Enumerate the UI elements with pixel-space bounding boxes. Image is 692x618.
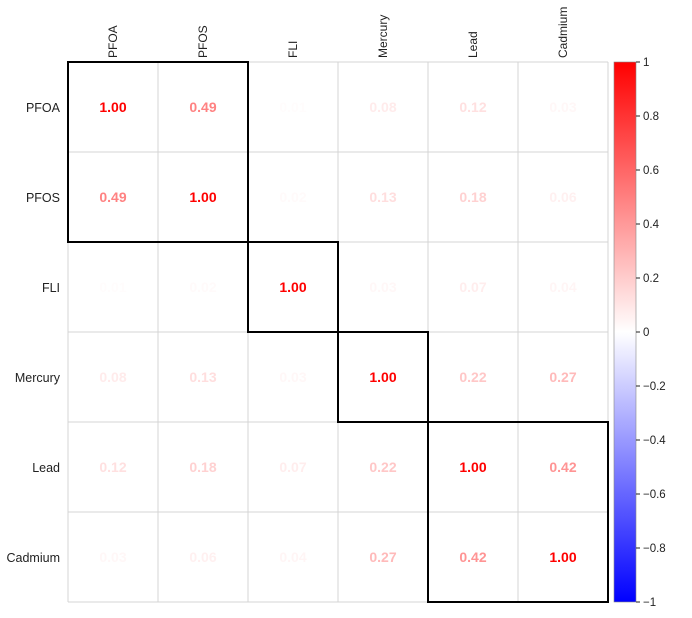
cell-value-cadmium-pfos: 0.06 [189, 549, 216, 565]
cell-value-lead-cadmium: 0.42 [549, 459, 576, 475]
cell-value-pfoa-pfoa: 1.00 [99, 99, 126, 115]
column-label-cadmium: Cadmium [556, 7, 570, 58]
colorbar-tick-label-1: 0.8 [643, 111, 659, 123]
cell-value-mercury-pfoa: 0.08 [99, 369, 126, 385]
colorbar-gradient [613, 61, 637, 603]
row-label-pfos: PFOS [26, 191, 60, 205]
row-label-lead: Lead [32, 461, 60, 475]
cell-value-pfos-fli: 0.02 [279, 189, 306, 205]
colorbar-tick-label-7: −0.4 [643, 435, 666, 447]
column-label-mercury: Mercury [376, 15, 390, 58]
cell-value-lead-fli: 0.07 [279, 459, 306, 475]
cluster-box-1 [67, 61, 249, 243]
column-label-lead: Lead [466, 31, 480, 58]
colorbar-tick-label-8: −0.6 [643, 489, 666, 501]
colorbar-tick-label-0: 1 [643, 57, 649, 69]
colorbar-tick-label-5: 0 [643, 327, 649, 339]
cell-value-pfoa-cadmium: 0.03 [549, 99, 576, 115]
cell-value-fli-pfoa: 0.01 [99, 279, 126, 295]
row-label-mercury: Mercury [15, 371, 61, 385]
cell-value-mercury-pfos: 0.13 [189, 369, 216, 385]
cell-value-pfos-mercury: 0.13 [369, 189, 396, 205]
column-labels: PFOA PFOS FLI Mercury Lead Cadmium [106, 7, 570, 58]
column-label-pfos: PFOS [196, 25, 210, 58]
cell-value-cadmium-lead: 0.42 [459, 549, 486, 565]
row-labels: PFOA PFOS FLI Mercury Lead Cadmium [7, 101, 61, 565]
cluster-box-3 [337, 331, 429, 423]
row-label-cadmium: Cadmium [7, 551, 61, 565]
row-label-fli: FLI [42, 281, 60, 295]
colorbar-tick-label-9: −0.8 [643, 543, 666, 555]
cell-value-fli-mercury: 0.03 [369, 279, 396, 295]
column-label-fli: FLI [286, 41, 300, 58]
cell-value-fli-lead: 0.07 [459, 279, 486, 295]
row-label-pfoa: PFOA [26, 101, 61, 115]
heatmap-cells: 1.00 0.49 0.01 0.08 0.12 0.03 0.49 1.00 0.02 0.13… [99, 99, 576, 565]
cell-value-cadmium-fli: 0.04 [279, 549, 306, 565]
cell-value-mercury-fli: 0.03 [279, 369, 306, 385]
cell-value-cadmium-pfoa: 0.03 [99, 549, 126, 565]
cell-value-fli-fli: 1.00 [279, 279, 306, 295]
colorbar-tick-label-6: −0.2 [643, 381, 666, 393]
cell-value-pfoa-pfos: 0.49 [189, 99, 216, 115]
cell-value-lead-pfoa: 0.12 [99, 459, 126, 475]
cell-value-mercury-cadmium: 0.27 [549, 369, 576, 385]
cell-value-pfoa-fli: 0.01 [279, 99, 306, 115]
colorbar-tick-label-3: 0.4 [643, 219, 660, 231]
cell-value-pfos-lead: 0.18 [459, 189, 486, 205]
cell-value-pfos-cadmium: 0.06 [549, 189, 576, 205]
colorbar-tick-label-10: −1 [643, 597, 656, 609]
color-legend: 1 0.8 0.6 0.4 0.2 0 −0.2 −0.4 −0.6 −0.8 −1 [613, 57, 666, 609]
cluster-boxes [67, 61, 609, 603]
cluster-box-2 [247, 241, 339, 333]
cell-value-pfos-pfos: 1.00 [189, 189, 216, 205]
cell-value-fli-cadmium: 0.04 [549, 279, 576, 295]
colorbar-tick-label-4: 0.2 [643, 273, 659, 285]
cluster-box-4 [427, 421, 609, 603]
colorbar-tick-label-2: 0.6 [643, 165, 659, 177]
cell-value-fli-pfos: 0.02 [189, 279, 216, 295]
cell-value-cadmium-cadmium: 1.00 [549, 549, 576, 565]
cell-value-cadmium-mercury: 0.27 [369, 549, 396, 565]
cell-value-mercury-lead: 0.22 [459, 369, 486, 385]
cell-value-pfos-pfoa: 0.49 [99, 189, 126, 205]
cell-value-lead-lead: 1.00 [459, 459, 486, 475]
cell-value-pfoa-lead: 0.12 [459, 99, 486, 115]
cell-value-pfoa-mercury: 0.08 [369, 99, 396, 115]
cell-value-lead-pfos: 0.18 [189, 459, 216, 475]
cell-value-mercury-mercury: 1.00 [369, 369, 396, 385]
column-label-pfoa: PFOA [106, 25, 120, 58]
cell-value-lead-mercury: 0.22 [369, 459, 396, 475]
